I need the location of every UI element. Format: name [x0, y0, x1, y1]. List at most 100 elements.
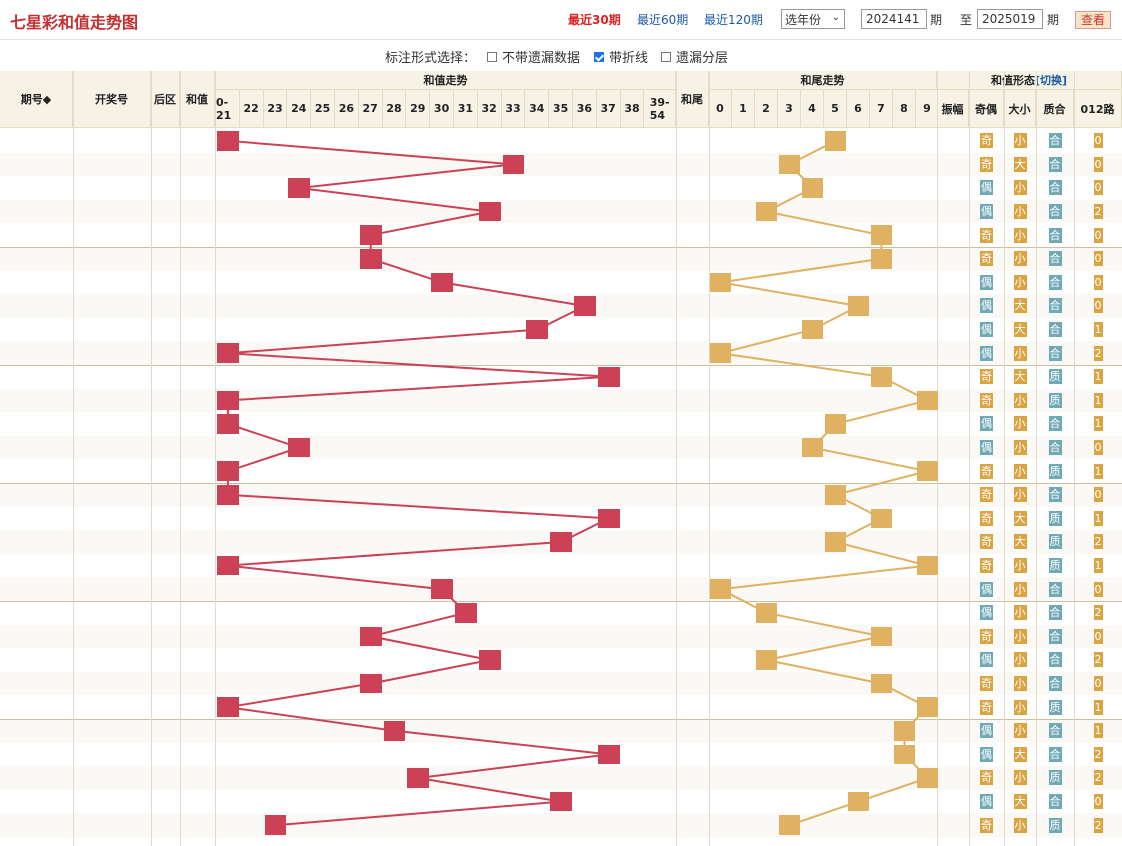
header-tail-col: 1: [732, 90, 755, 128]
tail-ball: [871, 673, 892, 694]
row-bg: [0, 294, 1122, 318]
checkbox-no-miss[interactable]: [487, 51, 497, 62]
prime-composite: 合: [1036, 129, 1074, 153]
tail-ball: [756, 650, 777, 670]
prime-composite: 合: [1036, 247, 1074, 271]
odd-even: 偶: [969, 271, 1004, 295]
sum-ball: [217, 697, 239, 717]
odd-even: 奇: [969, 365, 1004, 389]
route-badge: 0: [1093, 156, 1103, 172]
odd-even-badge: 奇: [980, 628, 993, 644]
route-012: 1: [1074, 695, 1122, 719]
recent-120-link[interactable]: 最近120期: [704, 13, 763, 27]
prime-composite: 合: [1036, 176, 1074, 200]
route-012: 0: [1074, 436, 1122, 460]
route-012: 2: [1074, 530, 1122, 554]
header-sum-col: 36: [573, 90, 597, 128]
sum-ball: [478, 650, 501, 670]
prime-composite: 合: [1036, 294, 1074, 318]
sum-ball: [359, 249, 382, 269]
big-small: 小: [1004, 389, 1036, 413]
odd-even: 偶: [969, 176, 1004, 200]
column-divider: [709, 71, 710, 846]
odd-even-badge: 偶: [980, 581, 993, 597]
route-012: 0: [1074, 223, 1122, 247]
big-small: 小: [1004, 672, 1036, 696]
odd-even-badge: 偶: [980, 652, 993, 668]
sum-ball: [455, 603, 477, 623]
column-divider: [676, 71, 677, 846]
column-divider: [73, 71, 74, 846]
recent-60-link[interactable]: 最近60期: [637, 13, 689, 27]
sum-ball: [597, 508, 620, 529]
header-sum: 和值: [180, 71, 215, 128]
big-small-badge: 小: [1013, 440, 1027, 456]
from-period-input[interactable]: 2024141: [861, 9, 927, 29]
big-small: 小: [1004, 200, 1036, 224]
prime-composite-badge: 合: [1048, 723, 1062, 739]
toggle-link[interactable]: [切换]: [1034, 74, 1068, 87]
sum-ball: [526, 319, 549, 340]
header-sum-col: 22: [239, 90, 264, 128]
route-badge: 2: [1093, 204, 1103, 220]
route-badge: 2: [1093, 534, 1103, 550]
header-sum-col: 38: [620, 90, 645, 128]
tail-ball: [710, 272, 731, 293]
option-no-miss[interactable]: 不带遗漏数据: [487, 47, 580, 66]
header-sum-col: 37: [596, 90, 621, 128]
recent-30-link[interactable]: 最近30期: [568, 13, 621, 27]
row-bg: [0, 388, 1122, 413]
sum-ball: [359, 626, 382, 647]
odd-even: 偶: [969, 294, 1004, 318]
option-layer[interactable]: 遗漏分层: [661, 47, 728, 66]
prime-composite: 质: [1036, 389, 1074, 413]
sum-ball: [597, 367, 620, 387]
option-line[interactable]: 带折线: [594, 47, 648, 66]
route-badge: 0: [1093, 794, 1103, 810]
column-divider: [180, 71, 181, 846]
checkbox-line[interactable]: [594, 51, 604, 62]
prime-composite: 合: [1036, 200, 1074, 224]
big-small: 小: [1004, 719, 1036, 743]
odd-even-badge: 奇: [980, 558, 993, 574]
big-small-badge: 小: [1013, 723, 1027, 739]
route-012: 0: [1074, 577, 1122, 601]
prime-composite-badge: 质: [1048, 463, 1062, 479]
odd-even-badge: 偶: [980, 794, 993, 810]
tail-ball: [825, 532, 846, 552]
odd-even: 偶: [969, 436, 1004, 460]
query-button[interactable]: 查看: [1075, 11, 1111, 29]
header-amp: 振幅: [937, 90, 969, 128]
big-small-badge: 大: [1013, 510, 1027, 526]
route-badge: 1: [1093, 322, 1103, 338]
route-012: 0: [1074, 790, 1122, 814]
prime-composite-badge: 合: [1048, 652, 1062, 668]
odd-even-badge: 奇: [980, 510, 993, 526]
year-select[interactable]: 选年份 ⌄: [781, 9, 845, 29]
checkbox-layer[interactable]: [661, 51, 671, 62]
prime-composite-badge: 合: [1048, 274, 1062, 290]
prime-composite: 合: [1036, 743, 1074, 767]
period-unit-label-2: 期: [1047, 13, 1060, 27]
route-012: 0: [1074, 271, 1122, 295]
route-012: 1: [1074, 719, 1122, 743]
route-badge: 0: [1093, 628, 1103, 644]
sum-ball: [502, 154, 525, 175]
column-divider: [1036, 71, 1037, 846]
tail-ball: [871, 626, 892, 647]
prime-composite: 合: [1036, 625, 1074, 649]
prime-composite: 质: [1036, 554, 1074, 578]
big-small: 大: [1004, 507, 1036, 531]
prime-composite-badge: 合: [1048, 227, 1062, 243]
odd-even: 偶: [969, 412, 1004, 436]
prime-composite-badge: 合: [1048, 676, 1062, 692]
odd-even-badge: 奇: [980, 369, 993, 385]
prime-composite: 合: [1036, 648, 1074, 672]
column-divider: [151, 71, 152, 846]
header-period[interactable]: 期号◆: [0, 71, 73, 128]
to-period-input[interactable]: 2025019: [977, 9, 1043, 29]
sum-ball: [431, 579, 453, 599]
odd-even: 偶: [969, 577, 1004, 601]
big-small: 大: [1004, 790, 1036, 814]
prime-composite-badge: 质: [1048, 369, 1062, 385]
